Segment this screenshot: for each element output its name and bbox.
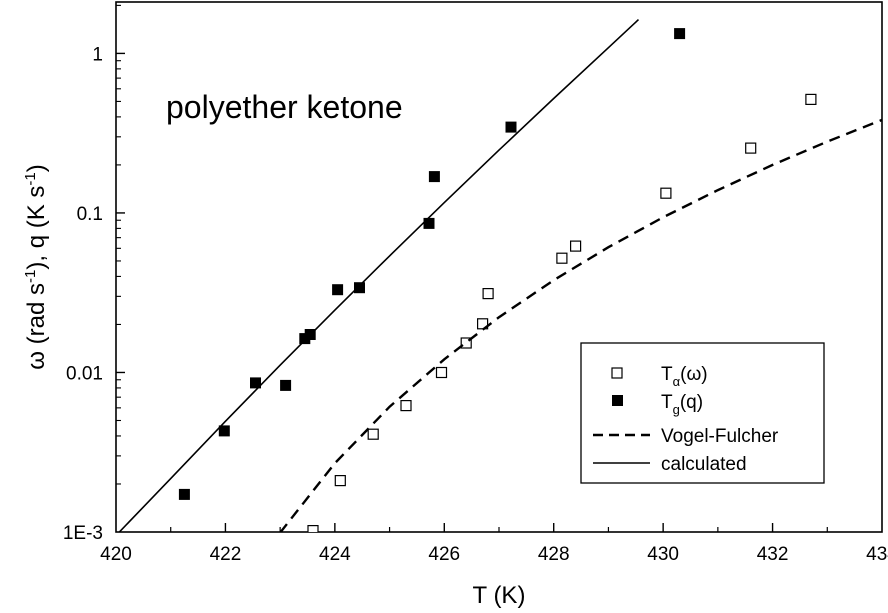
open-square-point <box>805 93 817 106</box>
legend-box <box>580 342 825 484</box>
chart-annotation: polyether ketone <box>166 89 403 125</box>
legend-label-2-rest: (q) <box>680 392 703 413</box>
legend-label-1-sub: α <box>673 374 681 389</box>
x-tick-label: 426 <box>428 544 460 565</box>
open-square-point <box>367 428 379 440</box>
x-tick-label: 420 <box>100 544 132 565</box>
filled-square-point <box>280 379 292 391</box>
legend-label-4: calculated <box>661 454 747 475</box>
filled-square-point <box>178 488 190 500</box>
legend-item-calculated: calculated <box>593 454 747 475</box>
filled-square-point <box>332 284 344 296</box>
legend-filled-square-marker <box>612 395 623 406</box>
legend-label-2-main: T <box>661 392 673 413</box>
y-axis-title-part1: ω (rad s <box>23 283 50 370</box>
open-square-point <box>745 142 757 154</box>
x-axis-title: T (K) <box>473 582 526 609</box>
legend-item-vogel-fulcher: Vogel-Fulcher <box>593 426 779 447</box>
y-tick-label: 1 <box>92 44 103 65</box>
y-axis-title-part2: ), q (K s <box>23 186 50 270</box>
filled-square-point <box>218 425 230 437</box>
y-axis-title: ω (rad s-1), q (K s-1) <box>22 164 50 369</box>
open-square-point <box>460 337 472 349</box>
open-square-point <box>400 400 412 412</box>
filled-square-point <box>428 171 440 183</box>
x-axis-ticks: 420 422 424 426 428 430 432 434 <box>100 523 888 565</box>
svg-text:Tg(q): Tg(q) <box>661 392 703 417</box>
svg-text:Tα(ω): Tα(ω) <box>661 364 708 389</box>
open-square-point <box>307 524 319 532</box>
x-tick-label: 434 <box>866 544 888 565</box>
y-axis-title-exp1: -1 <box>22 270 39 283</box>
calculated-line <box>118 19 640 532</box>
legend-open-square-marker <box>611 367 623 379</box>
filled-square-point <box>674 28 686 40</box>
legend-item-filled-square: Tg(q) <box>612 392 703 417</box>
y-tick-label: 1E-3 <box>63 523 103 544</box>
legend-label-2-sub: g <box>673 402 680 417</box>
open-square-point <box>435 366 448 379</box>
series-layer <box>118 19 882 532</box>
y-axis-title-exp2: -1 <box>22 172 39 185</box>
open-square-point <box>556 252 568 264</box>
legend-label-3: Vogel-Fulcher <box>661 426 779 447</box>
filled-square-point <box>423 217 435 229</box>
filled-square-point <box>250 377 261 389</box>
y-axis-title-part3: ) <box>23 164 50 172</box>
filled-square-point <box>505 121 517 133</box>
open-square-point <box>569 240 582 252</box>
open-square-point <box>482 288 494 300</box>
filled-square-point <box>354 282 365 294</box>
x-tick-label: 430 <box>647 544 679 565</box>
y-axis-ticks: 1E-3 0.01 0.1 1 <box>63 4 125 544</box>
legend: Tα(ω) Tg(q) Vogel-Fulcher calculated <box>580 342 825 484</box>
x-tick-label: 424 <box>319 544 351 565</box>
y-tick-label: 0.01 <box>66 363 103 384</box>
legend-item-open-square: Tα(ω) <box>611 364 708 389</box>
x-tick-label: 428 <box>538 544 570 565</box>
open-square-point <box>660 187 672 199</box>
x-tick-label: 422 <box>210 544 242 565</box>
legend-label-1-rest: (ω) <box>680 364 708 385</box>
legend-label-1-main: T <box>661 364 673 385</box>
vogel-fulcher-line <box>279 118 882 532</box>
open-square-point <box>334 475 346 487</box>
y-tick-label: 0.1 <box>77 204 103 225</box>
x-tick-label: 432 <box>757 544 789 565</box>
